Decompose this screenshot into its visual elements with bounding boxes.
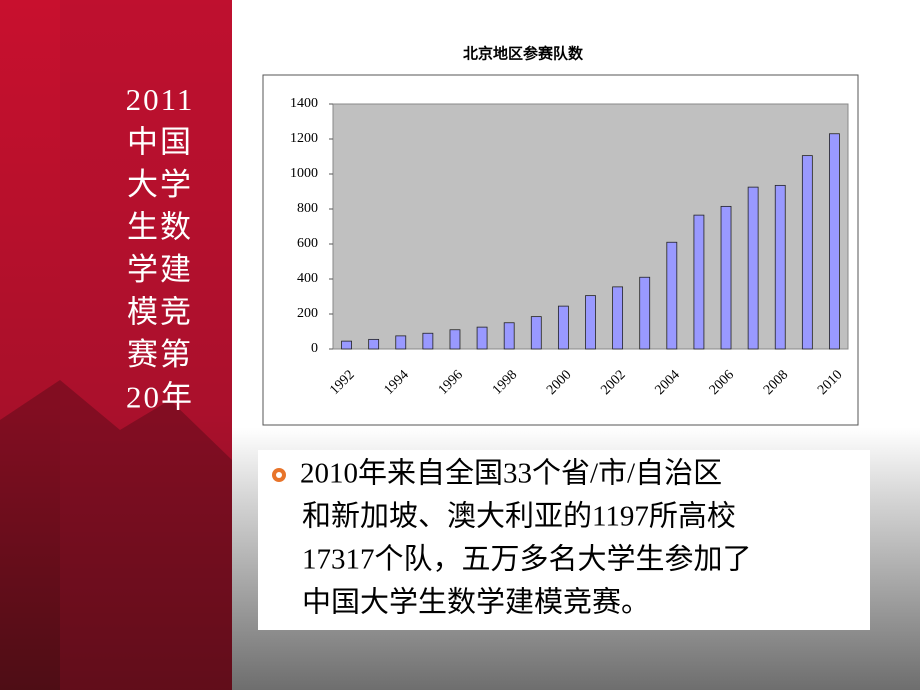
bullet-text: 和新加坡、澳大利亚的1197所高校 <box>302 500 736 533</box>
sidebar-text: 学建 <box>127 252 193 287</box>
bar <box>585 295 596 350</box>
y-tick-label: 0 <box>311 341 318 356</box>
bar <box>368 338 380 350</box>
bar <box>503 322 515 350</box>
bar <box>557 305 569 350</box>
y-tick-label: 200 <box>297 306 318 321</box>
bar <box>720 205 732 350</box>
bar <box>693 214 705 350</box>
bullet-box <box>258 450 870 630</box>
bar <box>341 340 352 350</box>
bullet-text: 2010年来自全国33个省/市/自治区 <box>300 457 722 490</box>
sidebar-text: 2011 <box>126 82 195 117</box>
y-tick-label: 1000 <box>290 166 318 181</box>
sidebar-text: 20年 <box>126 380 194 415</box>
bar <box>829 133 840 350</box>
bar <box>530 316 542 350</box>
y-tick-label: 800 <box>297 201 318 216</box>
sidebar-shade <box>60 0 232 690</box>
y-tick-label: 600 <box>297 236 318 251</box>
bullet-text: 中国大学生数学建模竞赛。 <box>302 586 650 619</box>
bar <box>639 276 651 350</box>
bar <box>395 335 407 350</box>
bar <box>449 329 461 350</box>
bar <box>422 332 434 350</box>
y-tick-label: 1200 <box>290 131 318 146</box>
bullet-text: 17317个队，五万多名大学生参加了 <box>302 543 752 576</box>
chart-title: 北京地区参赛队数 <box>463 44 584 62</box>
bar <box>774 184 786 350</box>
sidebar-panel <box>0 0 232 690</box>
bar <box>666 241 678 350</box>
bar <box>476 326 488 350</box>
y-tick-label: 1400 <box>290 96 318 111</box>
sidebar-text: 中国 <box>127 125 193 160</box>
bar <box>747 186 759 350</box>
sidebar-text: 生数 <box>127 210 193 245</box>
mountain <box>0 380 232 690</box>
sidebar-text: 模竞 <box>127 295 193 330</box>
y-tick-label: 400 <box>297 271 318 286</box>
bar <box>612 286 624 350</box>
sidebar-text: 赛第 <box>127 337 193 372</box>
bullet-icon-center <box>276 472 282 478</box>
sidebar-text: 大学 <box>127 167 193 202</box>
bar <box>801 155 813 350</box>
